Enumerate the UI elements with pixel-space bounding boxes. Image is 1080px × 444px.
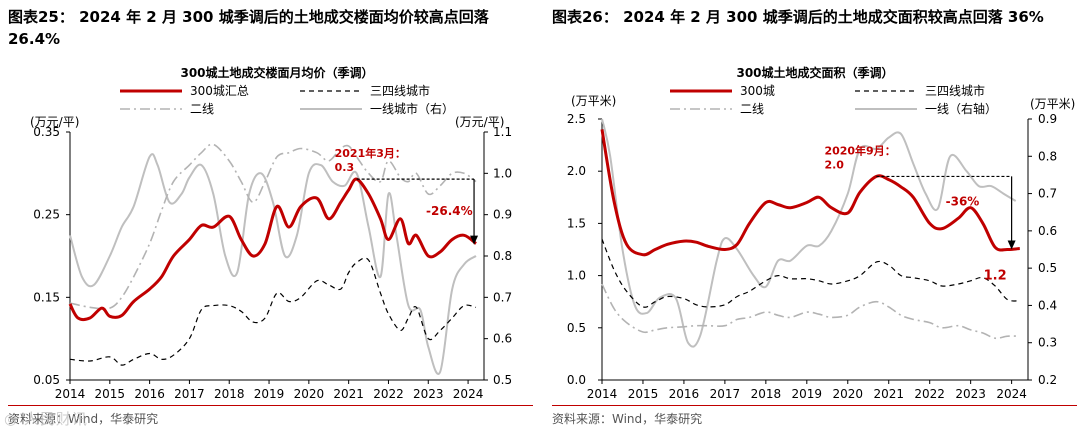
legend-label: 二线 (740, 102, 764, 116)
x-tick-label: 2021 (333, 387, 364, 401)
series-line-gray (601, 118, 1017, 348)
y-right-tick-label: 0.7 (493, 290, 512, 304)
legend-label: 300城 (740, 84, 775, 98)
legend-label: 三四线城市 (370, 83, 430, 98)
series-line-gray-dashdot (69, 143, 477, 310)
figure-title-25: 图表25： 2024 年 2 月 300 城季调后的土地成交楼面均价较高点回落 … (8, 8, 489, 48)
drop-arrow-head (1007, 240, 1016, 250)
y-right-tick-label: 0.5 (493, 373, 512, 387)
x-tick-label: 2017 (710, 387, 741, 401)
peak-value-label: 0.3 (335, 161, 355, 174)
y-right-tick-label: 0.7 (1038, 187, 1057, 201)
source-rule-left (8, 405, 533, 406)
y-right-tick-label: 0.9 (493, 208, 512, 222)
x-tick-label: 2019 (792, 387, 823, 401)
series-line-gray-dashdot (601, 283, 1020, 340)
x-tick-label: 2017 (174, 387, 205, 401)
y-left-unit-label: (万平米) (571, 94, 616, 108)
legend-label: 二线 (190, 102, 214, 116)
y-right-tick-label: 0.8 (493, 249, 512, 263)
x-tick-label: 2022 (914, 387, 945, 401)
y-right-unit-label: (万元/平) (455, 115, 504, 129)
chart-title: 300城土地成交楼面月均价（季调） (180, 65, 373, 80)
y-right-tick-label: 0.5 (1038, 261, 1057, 275)
x-tick-label: 2015 (628, 387, 659, 401)
x-tick-label: 2020 (294, 387, 325, 401)
figure-title-26: 图表26： 2024 年 2 月 300 城季调后的土地成交面积较高点回落 36… (552, 8, 1044, 26)
chart-title: 300城土地成交面积（季调） (736, 65, 893, 80)
x-tick-label: 2014 (55, 387, 86, 401)
legend-label: 一线（右轴） (925, 101, 997, 116)
x-tick-label: 2024 (996, 387, 1027, 401)
series-line-gray (69, 153, 477, 375)
x-tick-label: 2024 (453, 387, 484, 401)
drop-percent-label: -26.4% (426, 204, 473, 218)
y-right-tick-label: 0.3 (1038, 336, 1057, 350)
drop-percent-label: -36% (946, 194, 980, 208)
y-left-tick-label: 0.15 (33, 290, 60, 304)
series-line-red (600, 129, 1020, 257)
y-right-tick-label: 0.9 (1038, 112, 1057, 126)
x-tick-label: 2016 (669, 387, 700, 401)
x-tick-label: 2021 (873, 387, 904, 401)
y-right-tick-label: 0.6 (1038, 224, 1057, 238)
source-note-left: 资料来源：Wind，华泰研究 (8, 412, 159, 426)
x-tick-label: 2022 (373, 387, 404, 401)
y-left-tick-label: 1.0 (567, 269, 586, 283)
y-left-tick-label: 2.5 (567, 112, 586, 126)
legend-label: 300城汇总 (190, 84, 249, 98)
y-left-tick-label: 0.05 (33, 373, 60, 387)
legend-label: 一线城市（右） (370, 101, 454, 116)
series-line-black-dash (69, 257, 477, 366)
x-tick-label: 2016 (134, 387, 165, 401)
y-left-unit-label: (万元/平) (30, 115, 79, 129)
y-left-tick-label: 0.0 (567, 373, 586, 387)
watermark-logo: ◎ 人民财讯 (4, 410, 88, 428)
y-right-tick-label: 0.6 (493, 332, 512, 346)
x-tick-label: 2018 (751, 387, 782, 401)
peak-date-label: 2021年3月： (335, 146, 406, 160)
legend-label: 三四线城市 (925, 83, 985, 98)
peak-value-label: 2.0 (824, 158, 844, 171)
series-line-black-dash (601, 238, 1020, 308)
x-tick-label: 2023 (413, 387, 444, 401)
peak-date-label: 2020年9月： (824, 143, 895, 157)
y-right-tick-label: 0.2 (1038, 373, 1057, 387)
y-left-tick-label: 2.0 (567, 164, 586, 178)
x-tick-label: 2014 (587, 387, 618, 401)
y-left-tick-label: 0.35 (33, 125, 60, 139)
y-right-tick-label: 1.1 (493, 125, 512, 139)
series-line-red (68, 177, 477, 321)
x-tick-label: 2015 (95, 387, 126, 401)
source-rule-right (552, 405, 1077, 406)
y-right-tick-label: 0.4 (1038, 298, 1057, 312)
source-note-right: 资料来源：Wind，华泰研究 (552, 412, 703, 426)
end-value-label: 1.2 (984, 268, 1007, 283)
x-tick-label: 2019 (254, 387, 285, 401)
y-right-tick-label: 0.8 (1038, 149, 1057, 163)
x-tick-label: 2018 (214, 387, 245, 401)
x-tick-label: 2020 (832, 387, 863, 401)
y-right-unit-label: (万平米) (1030, 97, 1075, 111)
y-left-tick-label: 1.5 (567, 216, 586, 230)
y-left-tick-label: 0.5 (567, 321, 586, 335)
drop-arrow-head (470, 235, 479, 245)
y-right-tick-label: 1.0 (493, 166, 512, 180)
y-left-tick-label: 0.25 (33, 208, 60, 222)
x-tick-label: 2023 (955, 387, 986, 401)
